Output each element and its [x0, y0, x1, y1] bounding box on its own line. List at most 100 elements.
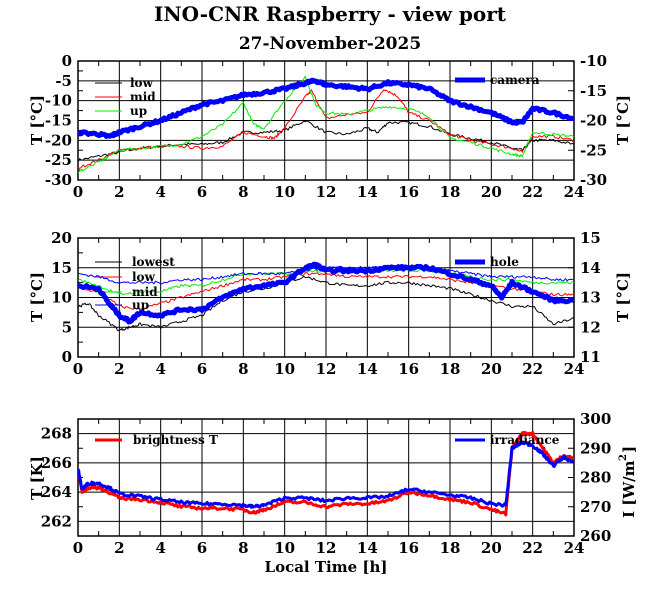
x-tick-label: 18	[440, 183, 461, 201]
panel2-right-axis-label: T [°C]	[614, 272, 632, 322]
legend-label-irradiance: irradiance	[490, 433, 560, 447]
x-tick-label: 20	[481, 183, 502, 201]
series-line-lowest	[78, 275, 574, 332]
y-right-tick-label: -25	[580, 141, 607, 159]
y-right-tick-label: 300	[580, 410, 611, 428]
x-tick-label: 0	[73, 539, 83, 557]
y-left-tick-label: 264	[41, 483, 72, 501]
y-left-tick-label: 0	[62, 52, 72, 70]
legend-label-mid: mid	[130, 90, 156, 104]
x-tick-label: 14	[357, 360, 378, 378]
y-left-tick-label: 15	[51, 259, 72, 277]
y-left-tick-label: -5	[55, 72, 72, 90]
y-left-tick-label: 10	[51, 289, 72, 307]
y-right-tick-label: 290	[580, 439, 611, 457]
x-tick-label: 0	[73, 183, 83, 201]
x-tick-label: 10	[274, 539, 295, 557]
plot-frame	[77, 60, 575, 181]
series-line-irradiance	[78, 440, 574, 509]
y-left-tick-label: 268	[41, 425, 72, 443]
x-tick-label: 18	[440, 539, 461, 557]
y-left-tick-label: 5	[62, 318, 72, 336]
x-tick-label: 0	[73, 360, 83, 378]
x-tick-label: 22	[522, 183, 543, 201]
y-right-tick-label: -10	[580, 52, 607, 70]
panel-3: 0 2 4 6 8 10 12 14 16 18 20 22 242682662642623002902…	[41, 410, 612, 557]
x-tick-label: 8	[238, 360, 248, 378]
x-tick-label: 2	[114, 539, 124, 557]
y-right-tick-label: 280	[580, 469, 611, 487]
x-tick-label: 10	[274, 360, 295, 378]
legend-label-low: low	[132, 270, 156, 284]
y-right-tick-label: 260	[580, 527, 611, 545]
x-tick-label: 4	[155, 183, 165, 201]
x-tick-label: 16	[398, 539, 419, 557]
panel1-right-axis-label: T [°C]	[614, 95, 632, 145]
legend-label-lowest: lowest	[132, 255, 175, 269]
panel3-right-axis-label-main: I [W/m	[620, 460, 638, 518]
plot-frame	[77, 237, 575, 358]
y-right-tick-label: -30	[580, 171, 607, 189]
legend-label-mid: mid	[132, 285, 158, 299]
legend-label-low: low	[130, 76, 154, 90]
y-left-tick-label: 266	[41, 454, 72, 472]
x-tick-label: 20	[481, 360, 502, 378]
x-tick-label: 4	[155, 360, 165, 378]
legend-label-brightness-T: brightness T	[133, 433, 218, 447]
panel3-left-axis-label: T [K]	[28, 456, 46, 500]
chart-title: INO-CNR Raspberry - view port	[154, 2, 507, 26]
x-tick-label: 6	[197, 183, 207, 201]
legend-label-camera: camera	[490, 73, 540, 87]
panel-1: 0 2 4 6 8 10 12 14 16 18 20 22 240-5-10-15-20-25-30-…	[45, 52, 607, 201]
y-right-tick-label: 15	[580, 229, 601, 247]
y-left-tick-label: 0	[62, 348, 72, 366]
x-tick-label: 16	[398, 183, 419, 201]
y-left-tick-label: -10	[45, 92, 72, 110]
y-right-tick-label: 270	[580, 498, 611, 516]
x-tick-label: 18	[440, 360, 461, 378]
x-tick-label: 22	[522, 360, 543, 378]
panel2-left-axis-label: T [°C]	[28, 272, 46, 322]
panel3-right-axis-label-sup: 2	[618, 454, 629, 461]
x-tick-label: 14	[357, 539, 378, 557]
series-line-hole	[78, 261, 574, 325]
y-left-tick-label: -25	[45, 151, 72, 169]
series-line-camera	[78, 77, 574, 139]
y-left-tick-label: 262	[41, 512, 72, 530]
panel1-left-axis-label: T [°C]	[28, 95, 46, 145]
panel3-right-axis-label-end: ]	[620, 446, 638, 453]
y-left-tick-label: 20	[51, 229, 72, 247]
x-tick-label: 2	[114, 360, 124, 378]
legend-label-up: up	[130, 104, 147, 118]
x-tick-label: 6	[197, 539, 207, 557]
x-tick-label: 24	[564, 183, 585, 201]
panel-2: 0 2 4 6 8 10 12 14 16 18 20 22 24201510501514131211l…	[51, 229, 601, 378]
x-tick-label: 8	[238, 183, 248, 201]
x-tick-label: 24	[564, 360, 585, 378]
chart-subtitle: 27-November-2025	[239, 34, 421, 54]
x-tick-label: 20	[481, 539, 502, 557]
legend-label-up: up	[132, 298, 149, 312]
x-tick-label: 14	[357, 183, 378, 201]
y-right-tick-label: 12	[580, 318, 601, 336]
y-left-tick-label: -15	[45, 112, 72, 130]
y-right-tick-label: -20	[580, 112, 607, 130]
x-tick-label: 22	[522, 539, 543, 557]
x-tick-label: 4	[155, 539, 165, 557]
x-tick-label: 10	[274, 183, 295, 201]
y-left-tick-label: -30	[45, 171, 72, 189]
y-right-tick-label: 14	[580, 259, 601, 277]
x-tick-label: 24	[564, 539, 585, 557]
x-tick-label: 8	[238, 539, 248, 557]
x-tick-label: 12	[316, 183, 337, 201]
y-right-tick-label: -15	[580, 82, 607, 100]
x-axis-label: Local Time [h]	[265, 558, 388, 576]
x-tick-label: 2	[114, 183, 124, 201]
x-tick-label: 12	[316, 539, 337, 557]
series-line-brightness-T	[78, 430, 574, 517]
panel3-right-axis-label: I [W/m 2 ]	[618, 446, 638, 518]
y-left-tick-label: -20	[45, 131, 72, 149]
x-tick-label: 12	[316, 360, 337, 378]
x-tick-label: 16	[398, 360, 419, 378]
